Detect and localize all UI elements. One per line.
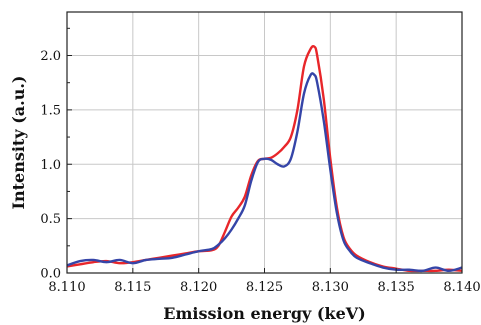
series-layer xyxy=(66,44,463,273)
y-tick-label: 2.0 xyxy=(40,49,61,64)
y-tick-label: 0.0 xyxy=(40,267,61,282)
x-tick-label: 8.115 xyxy=(114,280,151,295)
x-tick-label: 8.130 xyxy=(312,280,349,295)
blue-series-line xyxy=(66,72,463,273)
y-axis-label: Intensity (a.u.) xyxy=(9,76,28,210)
y-tick-label: 1.5 xyxy=(40,103,61,118)
x-tick-label: 8.120 xyxy=(180,280,217,295)
x-tick-label: 8.135 xyxy=(378,280,415,295)
y-tick-label: 1.0 xyxy=(40,158,61,173)
x-axis-label: Emission energy (keV) xyxy=(163,304,365,323)
grid xyxy=(67,12,462,273)
x-tick-label: 8.140 xyxy=(443,280,480,295)
x-tick-label: 8.110 xyxy=(48,280,85,295)
y-tick-label: 0.5 xyxy=(40,212,61,227)
ticks: 8.110 8.115 8.120 8.125 8.130 8.135 8.140 0.0 0.… xyxy=(40,27,481,295)
x-tick-label: 8.125 xyxy=(246,280,283,295)
